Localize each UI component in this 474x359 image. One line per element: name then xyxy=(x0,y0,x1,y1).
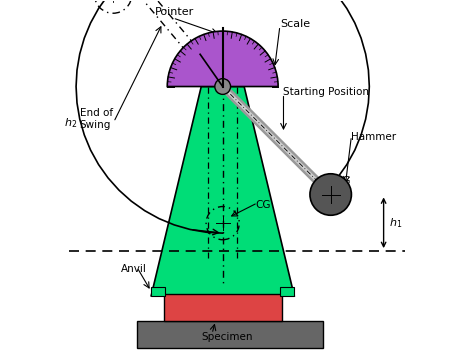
Polygon shape xyxy=(151,287,165,296)
Circle shape xyxy=(215,79,230,94)
Text: Pointer: Pointer xyxy=(155,7,194,17)
Text: CG: CG xyxy=(255,200,270,210)
Text: Anvil: Anvil xyxy=(121,264,146,274)
Circle shape xyxy=(310,174,351,215)
Text: End of
Swing: End of Swing xyxy=(80,108,113,130)
Text: CG: CG xyxy=(335,176,351,186)
Text: Hammer: Hammer xyxy=(351,132,397,141)
Text: $h_2$: $h_2$ xyxy=(64,116,77,130)
Polygon shape xyxy=(151,87,294,296)
Bar xyxy=(137,321,323,348)
Wedge shape xyxy=(167,31,278,87)
Bar xyxy=(164,294,282,321)
Text: Starting Position: Starting Position xyxy=(283,87,370,97)
Text: $h_1$: $h_1$ xyxy=(389,216,402,230)
Text: Specimen: Specimen xyxy=(201,332,253,342)
Polygon shape xyxy=(280,287,294,296)
Text: Scale: Scale xyxy=(280,19,310,29)
